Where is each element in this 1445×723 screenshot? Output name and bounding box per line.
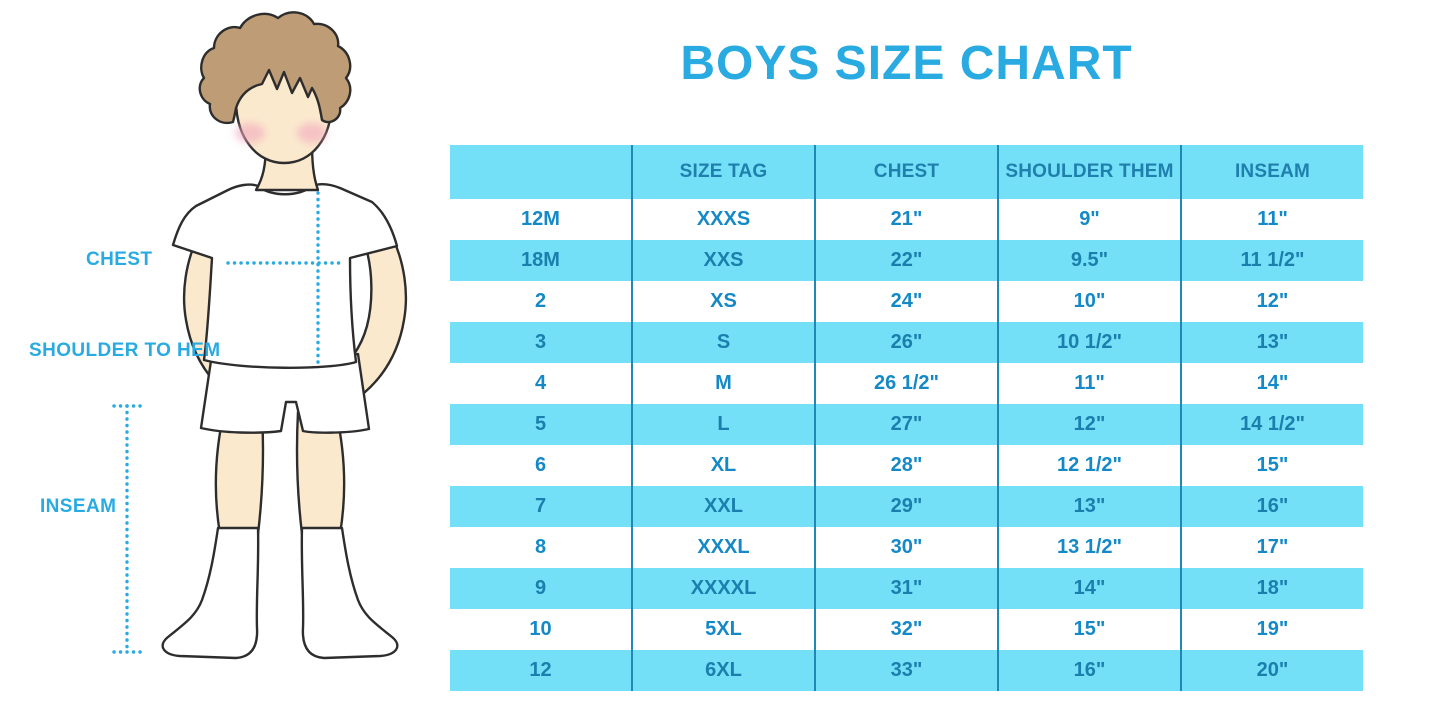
table-row: 6 XL 28" 12 1/2" 15" [450,445,1363,486]
table-cell: 15" [997,609,1180,650]
table-cell: XL [631,445,814,486]
table-cell: 6 [534,454,547,476]
table-row: 7 XXL 29" 13" 16" [450,486,1363,527]
table-cell: 11" [1180,199,1363,240]
table-cell: 2 [534,290,547,312]
table-cell: 16" [1180,486,1363,527]
table-cell: 13 1/2" [997,527,1180,568]
table-cell: 15" [1180,445,1363,486]
table-cell: XXXL [631,527,814,568]
table-cell: 6XL [631,650,814,691]
table-cell: 29" [814,486,997,527]
table-cell: 20" [1180,650,1363,691]
table-cell: 10 [529,618,552,640]
table-cell: 27" [814,404,997,445]
blush-cheeks [235,123,327,143]
table-cell: XXL [631,486,814,527]
table-cell: 8 [534,536,547,558]
table-cell: M [631,363,814,404]
table-cell: XS [631,281,814,322]
table-row: 4 M 26 1/2" 11" 14" [450,363,1363,404]
table-cell: 19" [1180,609,1363,650]
chest-label: CHEST [86,249,153,270]
table-cell: 18M [521,249,560,271]
table-cell: L [631,404,814,445]
table-cell: 10 1/2" [997,322,1180,363]
table-cell: 7 [534,495,547,517]
column-header: CHEST [814,145,997,199]
table-cell: 5XL [631,609,814,650]
column-header: INSEAM [1180,145,1363,199]
table-cell: 13" [1180,322,1363,363]
table-cell: 9.5" [997,240,1180,281]
table-cell: 11" [997,363,1180,404]
shoulder-to-hem-label: SHOULDER TO HEM [29,340,221,361]
legs [214,410,346,536]
table-cell: 28" [814,445,997,486]
table-cell: 14 1/2" [1180,404,1363,445]
table-cell: 12M [521,208,560,230]
table-cell: 17" [1180,527,1363,568]
table-cell: 14" [1180,363,1363,404]
table-cell: 33" [814,650,997,691]
table-row: 8 XXXL 30" 13 1/2" 17" [450,527,1363,568]
column-header: SHOULDER THEM [997,145,1180,199]
table-cell: 22" [814,240,997,281]
table-cell: S [631,322,814,363]
table-cell: 9" [997,199,1180,240]
table-row: 5 L 27" 12" 14 1/2" [450,404,1363,445]
inseam-label: INSEAM [40,496,117,517]
table-cell: XXXS [631,199,814,240]
table-cell: 12" [1180,281,1363,322]
table-row: 3 S 26" 10 1/2" 13" [450,322,1363,363]
table-cell: 16" [997,650,1180,691]
table-cell: 10" [997,281,1180,322]
table-cell: 18" [1180,568,1363,609]
table-row: 10 5XL 32" 15" 19" [450,609,1363,650]
table-cell: XXS [631,240,814,281]
hair [198,11,352,125]
page-title: BOYS SIZE CHART [680,37,1133,90]
table-cell: 4 [534,372,547,394]
size-table: SIZE TAG CHEST SHOULDER THEM INSEAM 12M XXXS 2… [450,145,1363,691]
table-cell: 31" [814,568,997,609]
boy-figure-drawing [112,11,408,660]
table-cell: 26" [814,322,997,363]
table-cell: 9 [534,577,547,599]
table-row: 2 XS 24" 10" 12" [450,281,1363,322]
table-cell: 24" [814,281,997,322]
table-cell: 5 [534,413,547,435]
socks [161,526,399,660]
column-header [450,145,631,199]
table-cell: 21" [814,199,997,240]
table-cell: 12 [529,659,552,681]
table-cell: 3 [534,331,547,353]
table-cell: 26 1/2" [814,363,997,404]
t-shirt [171,183,399,369]
table-cell: 12" [997,404,1180,445]
table-cell: 13" [997,486,1180,527]
table-cell: 14" [997,568,1180,609]
table-cell: 12 1/2" [997,445,1180,486]
table-cell: 11 1/2" [1180,240,1363,281]
table-cell: XXXXL [631,568,814,609]
table-row: 9 XXXXL 31" 14" 18" [450,568,1363,609]
table-row: 12M XXXS 21" 9" 11" [450,199,1363,240]
table-cell: 30" [814,527,997,568]
table-cell: 32" [814,609,997,650]
table-row: 12 6XL 33" 16" 20" [450,650,1363,691]
boy-figure-illustration: CHEST SHOULDER TO HEM INSEAM [0,0,450,723]
table-row: 18M XXS 22" 9.5" 11 1/2" [450,240,1363,281]
table-header-row: SIZE TAG CHEST SHOULDER THEM INSEAM [450,145,1363,199]
column-header: SIZE TAG [631,145,814,199]
measurement-lines [112,191,347,654]
